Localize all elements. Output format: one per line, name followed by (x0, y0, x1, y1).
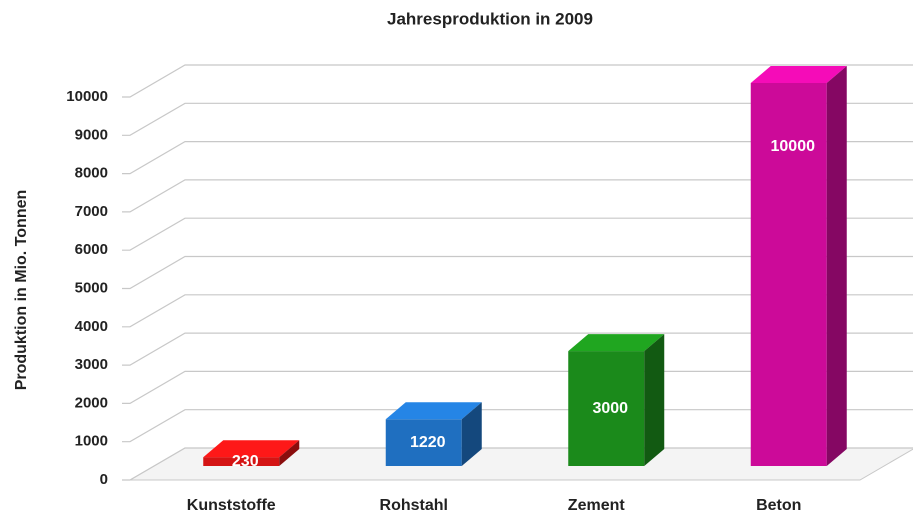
y-axis-title: Produktion in Mio. Tonnen (13, 190, 30, 391)
bar-top (203, 440, 300, 458)
bar-front (750, 83, 827, 466)
value-label: 3000 (592, 400, 628, 417)
grid-line (122, 217, 913, 251)
value-label: 10000 (771, 138, 816, 155)
bar-top (750, 66, 847, 83)
x-tick-label: Rohstahl (380, 497, 448, 514)
y-tick-label: 4000 (75, 318, 108, 335)
y-tick-label: 3000 (75, 356, 108, 373)
y-tick-label: 8000 (75, 165, 108, 182)
grid-line (122, 102, 913, 136)
bar-front (385, 419, 462, 466)
grid-line (122, 294, 913, 328)
grid-line (122, 332, 913, 366)
y-tick-label: 1000 (75, 433, 108, 450)
bar-side (279, 440, 300, 466)
grid-line (122, 255, 913, 290)
bar-top (568, 334, 665, 352)
bar-side (826, 66, 847, 466)
value-label: 1220 (410, 434, 446, 451)
y-tick-label: 2000 (75, 394, 108, 411)
grid-line (122, 447, 913, 481)
y-tick-label: 7000 (75, 203, 108, 220)
value-label: 230 (232, 453, 259, 470)
y-tick-label: 0 (100, 471, 108, 488)
x-tick-label: Kunststoffe (187, 497, 276, 514)
y-tick-label: 10000 (66, 88, 108, 105)
bar-top (385, 402, 482, 420)
x-tick-label: Zement (568, 497, 626, 514)
bar-front (203, 457, 280, 466)
x-tick-label: Beton (756, 497, 801, 514)
grid-line (122, 64, 913, 98)
chart-title: Jahresproduktion in 2009 (387, 9, 593, 28)
bar-front (568, 351, 645, 466)
grid-line (122, 179, 913, 213)
bar-side (644, 334, 665, 466)
y-tick-label: 5000 (75, 279, 108, 296)
grid-line (122, 370, 913, 404)
y-tick-label: 6000 (75, 241, 108, 258)
grid-line (122, 141, 913, 175)
bar-side (461, 402, 482, 466)
grid-line (122, 409, 913, 443)
y-tick-label: 9000 (75, 126, 108, 143)
